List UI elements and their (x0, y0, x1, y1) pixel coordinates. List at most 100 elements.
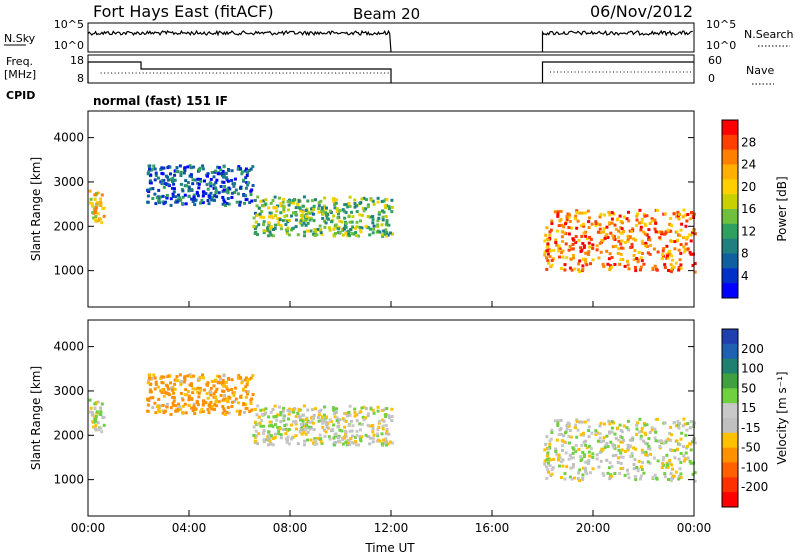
scatter-cell (194, 198, 198, 202)
scatter-cell (146, 194, 150, 198)
scatter-cell (568, 453, 572, 457)
power-scatter (88, 164, 697, 274)
scatter-cell (582, 257, 585, 261)
scatter-cell (590, 222, 594, 226)
scatter-cell (296, 233, 300, 237)
scatter-cell (622, 215, 626, 219)
scatter-cell (179, 383, 183, 386)
scatter-cell (271, 199, 275, 202)
scatter-cell (304, 417, 308, 421)
scatter-cell (622, 439, 626, 442)
scatter-cell (623, 473, 627, 477)
scatter-cell (284, 432, 288, 435)
scatter-cell (168, 374, 172, 378)
scatter-cell (221, 378, 225, 382)
scatter-cell (223, 200, 227, 204)
scatter-cell (321, 209, 325, 213)
scatter-cell (587, 216, 591, 220)
scatter-cell (557, 433, 561, 437)
scatter-cell (575, 418, 579, 422)
scatter-cell (567, 422, 571, 426)
colorbar-swatch (722, 447, 738, 463)
scatter-cell (633, 458, 637, 462)
scatter-cell (610, 217, 614, 221)
y-tick-label: 4000 (53, 340, 84, 354)
scatter-cell (377, 210, 381, 214)
scatter-cell (562, 434, 566, 438)
scatter-cell (347, 438, 351, 442)
scatter-cell (192, 165, 196, 169)
scatter-cell (222, 165, 226, 169)
scatter-cell (201, 201, 205, 205)
scatter-cell (277, 223, 281, 227)
scatter-cell (614, 436, 618, 440)
scatter-cell (640, 217, 644, 221)
scatter-cell (337, 436, 341, 440)
scatter-cell (264, 407, 268, 411)
scatter-cell (215, 178, 219, 182)
scatter-cell (376, 225, 380, 229)
scatter-cell (610, 474, 614, 478)
scatter-cell (168, 165, 172, 169)
scatter-cell (174, 409, 178, 413)
scatter-cell (303, 234, 306, 238)
scatter-cell (669, 270, 673, 274)
scatter-cell (302, 195, 306, 199)
scatter-cell (571, 247, 575, 251)
scatter-cell (201, 164, 205, 168)
scatter-cell (371, 408, 375, 412)
scatter-cell (617, 438, 621, 442)
scatter-cell (266, 437, 270, 441)
scatter-cell (598, 432, 602, 436)
scatter-cell (165, 403, 169, 406)
scatter-cell (602, 439, 605, 443)
scatter-cell (99, 201, 103, 205)
scatter-cell (601, 448, 605, 452)
scatter-cell (277, 220, 281, 224)
scatter-cell (623, 264, 627, 268)
scatter-cell (598, 227, 602, 231)
scatter-cell (355, 220, 359, 224)
scatter-cell (621, 455, 625, 459)
scatter-cell (547, 261, 550, 265)
scatter-cell (220, 172, 224, 176)
scatter-cell (355, 434, 359, 438)
scatter-cell (596, 439, 600, 443)
scatter-cell (147, 379, 151, 383)
colorbar-tick-label: 100 (741, 362, 764, 376)
scatter-cell (560, 223, 564, 227)
scatter-cell (161, 403, 165, 407)
scatter-cell (568, 244, 572, 248)
scatter-cell (585, 237, 589, 241)
scatter-cell (561, 464, 565, 468)
scatter-cell (554, 238, 558, 242)
scatter-cell (383, 413, 387, 417)
scatter-cell (620, 239, 624, 243)
scatter-cell (582, 453, 586, 457)
scatter-cell (359, 410, 363, 414)
scatter-cell (364, 207, 368, 211)
scatter-cell (545, 454, 549, 458)
scatter-cell (148, 388, 152, 392)
scatter-cell (666, 256, 670, 260)
scatter-cell (153, 376, 157, 380)
scatter-cell (260, 204, 264, 207)
scatter-cell (278, 405, 281, 409)
scatter-cell (570, 477, 574, 481)
scatter-cell (613, 432, 617, 436)
scatter-cell (554, 447, 558, 451)
scatter-cell (630, 438, 634, 442)
scatter-cell (582, 244, 586, 248)
scatter-cell (262, 215, 265, 219)
scatter-cell (236, 401, 240, 405)
scatter-cell (200, 198, 204, 202)
scatter-cell (679, 267, 683, 270)
power-colorbar-frame (721, 119, 739, 299)
scatter-cell (230, 179, 234, 182)
scatter-cell (626, 263, 630, 267)
scatter-cell (640, 426, 644, 430)
scatter-cell (155, 405, 159, 409)
scatter-cell (237, 374, 241, 378)
scatter-cell (376, 409, 380, 413)
